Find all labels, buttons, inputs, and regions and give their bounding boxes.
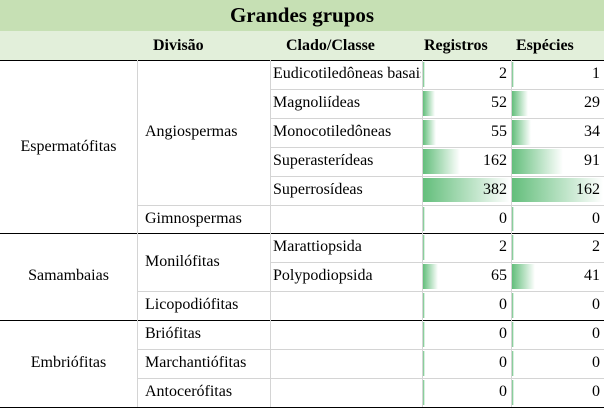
clado-label <box>273 291 421 320</box>
row-divider <box>137 291 604 293</box>
registros-value: 55 <box>491 122 507 140</box>
group-divider <box>0 233 604 235</box>
clado-label: Marattiopsida <box>273 238 362 256</box>
registros-bar <box>423 322 425 347</box>
registros-bar <box>423 148 460 174</box>
row-divider <box>270 117 604 119</box>
especies-bar <box>512 379 514 405</box>
column-divider <box>270 60 271 407</box>
registros-value: 162 <box>483 151 507 169</box>
group-divider <box>0 320 604 322</box>
clado-label: Superasterídeas <box>273 151 374 169</box>
header-especies: Espécies <box>516 37 574 54</box>
registros-bar <box>423 62 425 87</box>
registros-value: 0 <box>499 296 507 314</box>
group-label: Samambaias <box>28 267 109 285</box>
registros-bar <box>423 264 438 290</box>
row-divider <box>137 204 604 206</box>
registros-bar <box>423 177 510 203</box>
header-registros: Registros <box>424 37 488 54</box>
header-clado: Clado/Classe <box>286 37 375 54</box>
registros-bar <box>423 379 425 405</box>
clado-label: Monocotiledôneas <box>273 122 392 140</box>
row-divider <box>270 175 604 177</box>
clado-label <box>273 205 421 234</box>
group-divider <box>0 406 604 408</box>
division-label: Gimnospermas <box>145 209 242 227</box>
clado-label <box>273 349 421 378</box>
especies-bar <box>512 351 514 376</box>
header-divisao: Divisão <box>153 37 204 54</box>
division-label: Antocerófitas <box>145 382 233 400</box>
especies-value: 0 <box>592 354 600 371</box>
registros-value: 2 <box>499 238 507 256</box>
registros-value: 65 <box>491 267 507 285</box>
division-label: Angiospermas <box>145 123 238 140</box>
column-divider <box>511 60 512 407</box>
table-title: Grandes grupos <box>0 0 604 31</box>
especies-bar <box>512 235 514 261</box>
especies-value: 29 <box>584 93 600 111</box>
column-divider <box>422 60 423 407</box>
clado-label <box>273 378 421 407</box>
especies-bar <box>512 90 529 116</box>
row-divider <box>137 349 604 350</box>
clado-label: Polypodiopsida <box>273 267 373 285</box>
especies-bar <box>512 62 514 87</box>
group-divider <box>0 60 604 61</box>
especies-bar <box>512 177 603 203</box>
especies-value: 34 <box>584 122 600 140</box>
division-label: Monilófitas <box>145 253 220 271</box>
especies-value: 41 <box>584 267 600 285</box>
registros-value: 52 <box>491 93 507 111</box>
especies-value: 91 <box>584 151 600 169</box>
especies-value: 1 <box>592 65 600 82</box>
especies-value: 2 <box>592 238 600 256</box>
especies-bar <box>512 264 536 290</box>
especies-bar <box>512 206 514 232</box>
especies-value: 0 <box>592 209 600 227</box>
especies-value: 0 <box>592 325 600 343</box>
registros-value: 0 <box>499 325 507 343</box>
row-divider <box>270 146 604 148</box>
especies-value: 162 <box>576 180 600 198</box>
registros-bar <box>423 351 425 376</box>
registros-bar <box>423 293 425 319</box>
registros-bar <box>423 206 425 232</box>
division-label: Licopodiófitas <box>145 296 239 314</box>
registros-bar <box>423 90 435 116</box>
division-label: Marchantiófitas <box>145 354 247 371</box>
especies-bar <box>512 293 514 319</box>
registros-value: 2 <box>499 65 507 82</box>
registros-bar <box>423 119 436 145</box>
row-divider <box>137 377 604 379</box>
header-row <box>0 31 604 60</box>
especies-bar <box>512 148 564 174</box>
division-label: Briófitas <box>145 325 201 343</box>
clado-label: Magnoliídeas <box>273 93 361 111</box>
registros-value: 0 <box>499 354 507 371</box>
especies-value: 0 <box>592 382 600 400</box>
row-divider <box>270 88 604 90</box>
especies-bar <box>512 119 532 145</box>
group-label: Espermatófitas <box>20 138 117 155</box>
especies-bar <box>512 322 514 347</box>
registros-value: 0 <box>499 209 507 227</box>
clado-label <box>273 320 421 349</box>
registros-value: 0 <box>499 382 507 400</box>
especies-value: 0 <box>592 296 600 314</box>
row-divider <box>270 262 604 264</box>
group-label: Embriófitas <box>30 354 107 372</box>
registros-value: 382 <box>483 180 507 198</box>
clado-label: Eudicotiledôneas basais <box>273 65 421 82</box>
clado-label: Superrosídeas <box>273 180 363 198</box>
registros-bar <box>423 235 425 261</box>
column-divider <box>137 60 138 407</box>
